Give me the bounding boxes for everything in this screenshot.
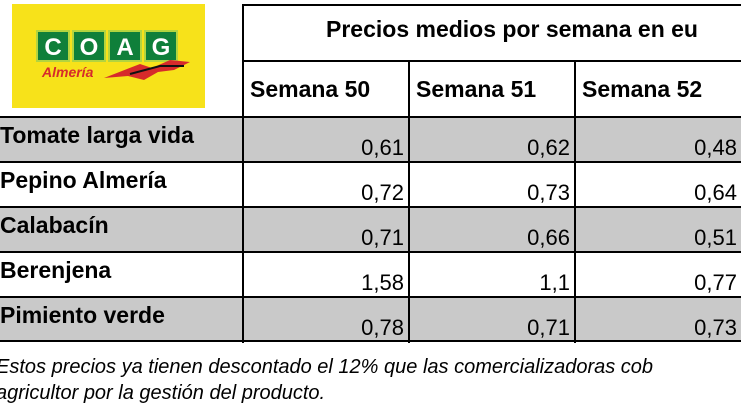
product-name: Tomate larga vida: [0, 122, 194, 148]
footnote-line-1: Estos precios ya tienen descontado el 12…: [0, 356, 654, 378]
price-cell: 0,51: [574, 208, 741, 253]
price-cell: 1,1: [408, 253, 574, 298]
price-cell: 0,73: [408, 163, 574, 208]
product-name: Pimiento verde: [0, 302, 165, 328]
column-header-week-51: Semana 51: [408, 60, 576, 116]
price-cell: 1,58: [242, 253, 408, 298]
logo-letter-c: C: [36, 30, 70, 62]
price-cell: 0,72: [242, 163, 408, 208]
price-cell: 0,71: [242, 208, 408, 253]
price-cell: 0,62: [408, 118, 574, 163]
logo-swoosh-icon: [104, 60, 190, 80]
product-name: Pepino Almería: [0, 167, 167, 193]
logo-letter-a: A: [108, 30, 142, 62]
product-name: Berenjena: [0, 257, 112, 283]
price-cell: 0,61: [242, 118, 408, 163]
price-cell: 0,77: [574, 253, 741, 298]
table-bottom-border: [0, 340, 741, 342]
price-cell: 0,48: [574, 118, 741, 163]
column-header-week-52: Semana 52: [574, 60, 741, 116]
coag-logo: C O A G Almería: [12, 4, 205, 108]
price-cell: 0,66: [408, 208, 574, 253]
logo-subtitle: Almería: [42, 64, 94, 80]
table-row: Pimiento verde 0,78 0,71 0,73: [0, 296, 741, 343]
table-row: Tomate larga vida 0,61 0,62 0,48: [0, 116, 741, 163]
table-title: Precios medios por semana en eu: [326, 16, 698, 42]
logo-word: C O A G: [36, 30, 178, 62]
footnote: Estos precios ya tienen descontado el 12…: [0, 354, 653, 406]
column-header-week-50: Semana 50: [242, 60, 410, 116]
product-name: Calabacín: [0, 212, 109, 238]
price-cell: 0,78: [242, 298, 408, 343]
table-row: Calabacín 0,71 0,66 0,51: [0, 206, 741, 253]
price-cell: 0,71: [408, 298, 574, 343]
logo-letter-g: G: [144, 30, 178, 62]
price-cell: 0,73: [574, 298, 741, 343]
header-cell: [242, 4, 741, 60]
table-row: Pepino Almería 0,72 0,73 0,64: [0, 161, 741, 208]
price-cell: 0,64: [574, 163, 741, 208]
footnote-line-2: agricultor por la gestión del producto.: [0, 382, 326, 404]
logo-letter-o: O: [72, 30, 106, 62]
table-row: Berenjena 1,58 1,1 0,77: [0, 251, 741, 298]
